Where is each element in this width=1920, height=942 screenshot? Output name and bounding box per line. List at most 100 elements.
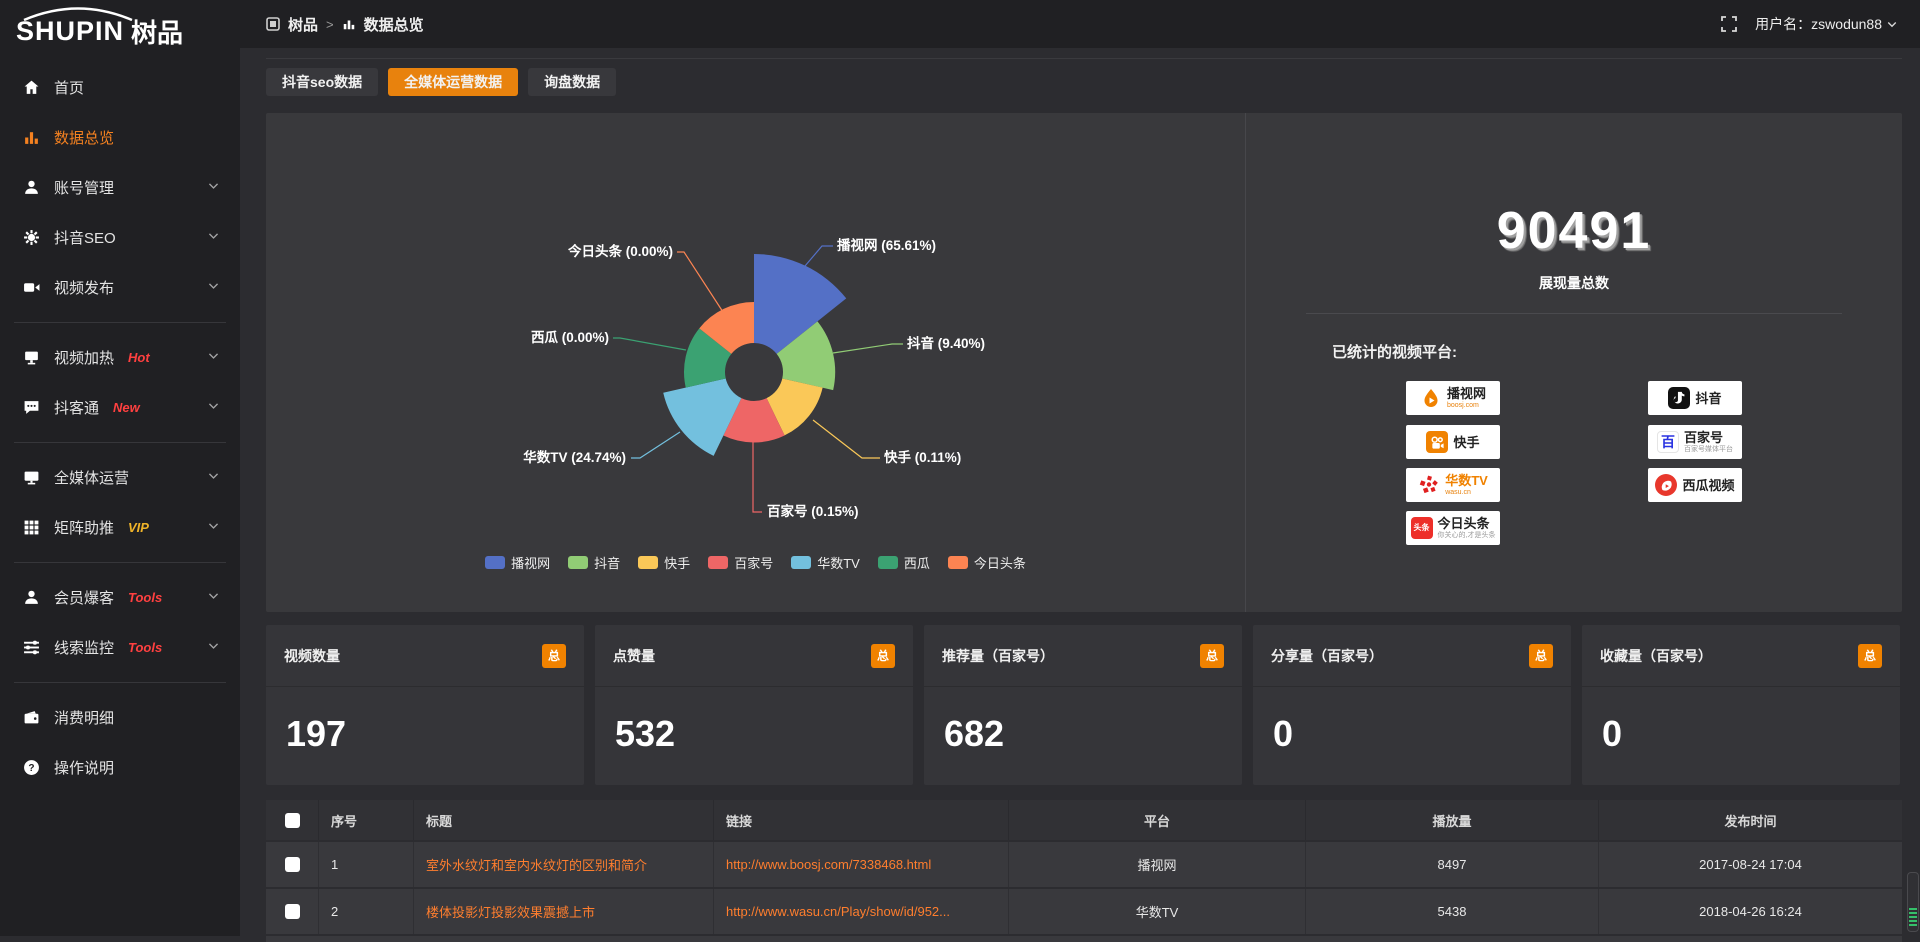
sidebar-item-sliders-13[interactable]: 线索监控 Tools [0, 622, 240, 672]
select-all-checkbox[interactable] [284, 812, 300, 828]
column-header-1[interactable]: 标题 [413, 800, 713, 840]
platform-subtitle: wasu.cn [1445, 489, 1471, 496]
label-line-今日头条 [677, 251, 724, 313]
video-url-link[interactable]: http://www.boosj.com/7338468.html [726, 857, 932, 872]
main-content: 抖音seo数据 全媒体运营数据 询盘数据 播视网 (65.61%) 抖音 (9.40%… [240, 48, 1920, 942]
column-header-0[interactable]: 序号 [318, 800, 413, 840]
sidebar-item-badge: Tools [128, 639, 163, 655]
sidebar-item-user-12[interactable]: 会员爆客 Tools [0, 572, 240, 622]
legend-item-华数TV[interactable]: 华数TV [791, 553, 860, 572]
sidebar-item-user-2[interactable]: 账号管理 [0, 162, 240, 212]
cell-link: http://www.boosj.com/7338468.html [713, 842, 1008, 887]
pie-slice-今日头条[interactable] [699, 302, 754, 354]
legend-swatch [568, 556, 589, 569]
video-title-link[interactable]: 室外水纹灯和室内水纹灯的区别和简介 [426, 858, 648, 873]
pie-slice-播视网[interactable] [754, 254, 847, 354]
row-checkbox-cell [266, 889, 318, 934]
legend-item-快手[interactable]: 快手 [638, 553, 690, 572]
bar-chart-icon [343, 20, 354, 30]
sidebar-item-chat-7[interactable]: 抖客通 New [0, 382, 240, 432]
legend-item-百家号[interactable]: 百家号 [708, 553, 773, 572]
stat-card-4: 收藏量（百家号） 总 0 [1582, 625, 1900, 785]
sidebar-item-label: 首页 [54, 79, 85, 97]
column-header-5[interactable]: 发布时间 [1598, 800, 1902, 840]
sidebar-item-question-16[interactable]: ? 操作说明 [0, 742, 240, 792]
legend-item-今日头条[interactable]: 今日头条 [947, 553, 1026, 572]
user-menu[interactable]: 用户名：zswodun88 [1755, 14, 1898, 34]
row-checkbox[interactable] [284, 904, 300, 919]
pie-slice-抖音[interactable] [776, 321, 836, 391]
sliders-icon [22, 638, 40, 656]
column-header-3[interactable]: 平台 [1008, 800, 1305, 840]
stat-card-title: 视频数量 [284, 647, 340, 664]
chat-icon [22, 398, 40, 416]
sidebar-item-monitor-9[interactable]: 全媒体运营 [0, 452, 240, 502]
chevron-down-icon [1887, 22, 1897, 28]
sidebar-item-chart-1[interactable]: 数据总览 [0, 112, 240, 162]
cell-platform: 华数TV [1008, 889, 1305, 934]
fullscreen-icon[interactable] [1721, 16, 1738, 32]
legend-item-抖音[interactable]: 抖音 [568, 553, 620, 572]
username-label: 用户名：zswodun88 [1755, 16, 1882, 32]
pie-slice-西瓜[interactable] [684, 328, 732, 388]
stat-card-0: 视频数量 总 197 [266, 625, 584, 785]
sidebar-item-home-0[interactable]: 首页 [0, 62, 240, 112]
sidebar-item-label: 矩阵助推 [54, 519, 115, 537]
total-badge[interactable]: 总 [871, 643, 895, 668]
cell-index: 1 [318, 842, 413, 887]
platform-name: 华数TV [1445, 473, 1488, 488]
column-header-2[interactable]: 链接 [713, 800, 1008, 840]
overview-panel: 播视网 (65.61%) 抖音 (9.40%) 快手 (0.11%) 百家号 (0.1… [266, 113, 1902, 612]
breadcrumb-current[interactable]: 数据总览 [363, 16, 424, 34]
rose-pie-chart[interactable]: 播视网 (65.61%) 抖音 (9.40%) 快手 (0.11%) 百家号 (0.1… [266, 113, 1245, 612]
legend-swatch [485, 556, 506, 569]
chevron-down-icon [207, 589, 220, 606]
sidebar-item-badge: Hot [128, 349, 150, 365]
legend-label: 西瓜 [903, 556, 930, 571]
pie-slice-百家号[interactable] [723, 398, 785, 443]
breadcrumb-root[interactable]: 树品 [288, 16, 319, 34]
tab-2[interactable]: 询盘数据 [528, 68, 617, 96]
total-badge[interactable]: 总 [1200, 643, 1224, 668]
table-row-1: 2 楼体投影灯投影效果震撼上市 http://www.wasu.cn/Play/sh… [266, 889, 1902, 934]
legend-item-播视网[interactable]: 播视网 [485, 553, 550, 572]
question-icon: ? [22, 758, 40, 776]
sidebar-item-wallet-15[interactable]: 消费明细 [0, 692, 240, 742]
sidebar-item-heat-6[interactable]: 视频加热 Hot [0, 332, 240, 382]
sidebar-item-label: 会员爆客 [54, 589, 115, 607]
topbar-divider [266, 58, 1902, 59]
row-checkbox[interactable] [284, 857, 300, 872]
sidebar-divider [0, 432, 240, 452]
wasu-icon [1418, 474, 1441, 496]
pie-slice-华数TV[interactable] [663, 378, 742, 456]
platform-name: 播视网 [1446, 386, 1486, 401]
total-badge[interactable]: 总 [542, 643, 566, 668]
stat-cards-row: 视频数量总 197 点赞量总 532 推荐量（百家号）总 682 分享量（百家号）总 0 收藏量… [266, 625, 1902, 785]
sidebar-item-label: 全媒体运营 [54, 469, 130, 487]
platform-badge-douyin: 抖音 [1648, 381, 1742, 415]
sidebar-menu: 首页数据总览 账号管理 抖音SEO 视频发布视频加热 Hot 抖客通 New 全媒体运营矩阵助… [0, 62, 240, 792]
sidebar-item-grid-10[interactable]: 矩阵助推 VIP [0, 502, 240, 552]
video-title-link[interactable]: 楼体投影灯投影效果震撼上市 [426, 905, 596, 920]
tab-1[interactable]: 全媒体运营数据 [388, 68, 519, 96]
page-scrollbar[interactable] [1906, 0, 1920, 936]
sidebar-item-gear-3[interactable]: 抖音SEO [0, 212, 240, 262]
legend-label: 抖音 [594, 556, 621, 571]
sidebar-item-video-4[interactable]: 视频发布 [0, 262, 240, 312]
app-logo[interactable]: SHUPIN 树品 [0, 0, 240, 62]
app-grid-icon [266, 17, 280, 31]
tab-0[interactable]: 抖音seo数据 [266, 68, 379, 96]
stat-card-header: 视频数量 总 [266, 625, 584, 687]
svg-text:?: ? [28, 763, 34, 774]
legend-label: 今日头条 [973, 556, 1026, 571]
platform-subtitle: 百家号媒体平台 [1684, 446, 1733, 453]
total-badge[interactable]: 总 [1529, 643, 1553, 668]
total-badge[interactable]: 总 [1858, 643, 1882, 668]
sidebar-item-badge: Tools [128, 589, 163, 605]
video-url-link[interactable]: http://www.wasu.cn/Play/show/id/952... [726, 904, 950, 919]
legend-item-西瓜[interactable]: 西瓜 [877, 553, 930, 572]
column-header-4[interactable]: 播放量 [1305, 800, 1598, 840]
stat-card-value: 682 [944, 713, 1005, 754]
stat-card-title: 收藏量（百家号） [1600, 647, 1712, 664]
pie-slice-快手[interactable] [766, 378, 823, 436]
